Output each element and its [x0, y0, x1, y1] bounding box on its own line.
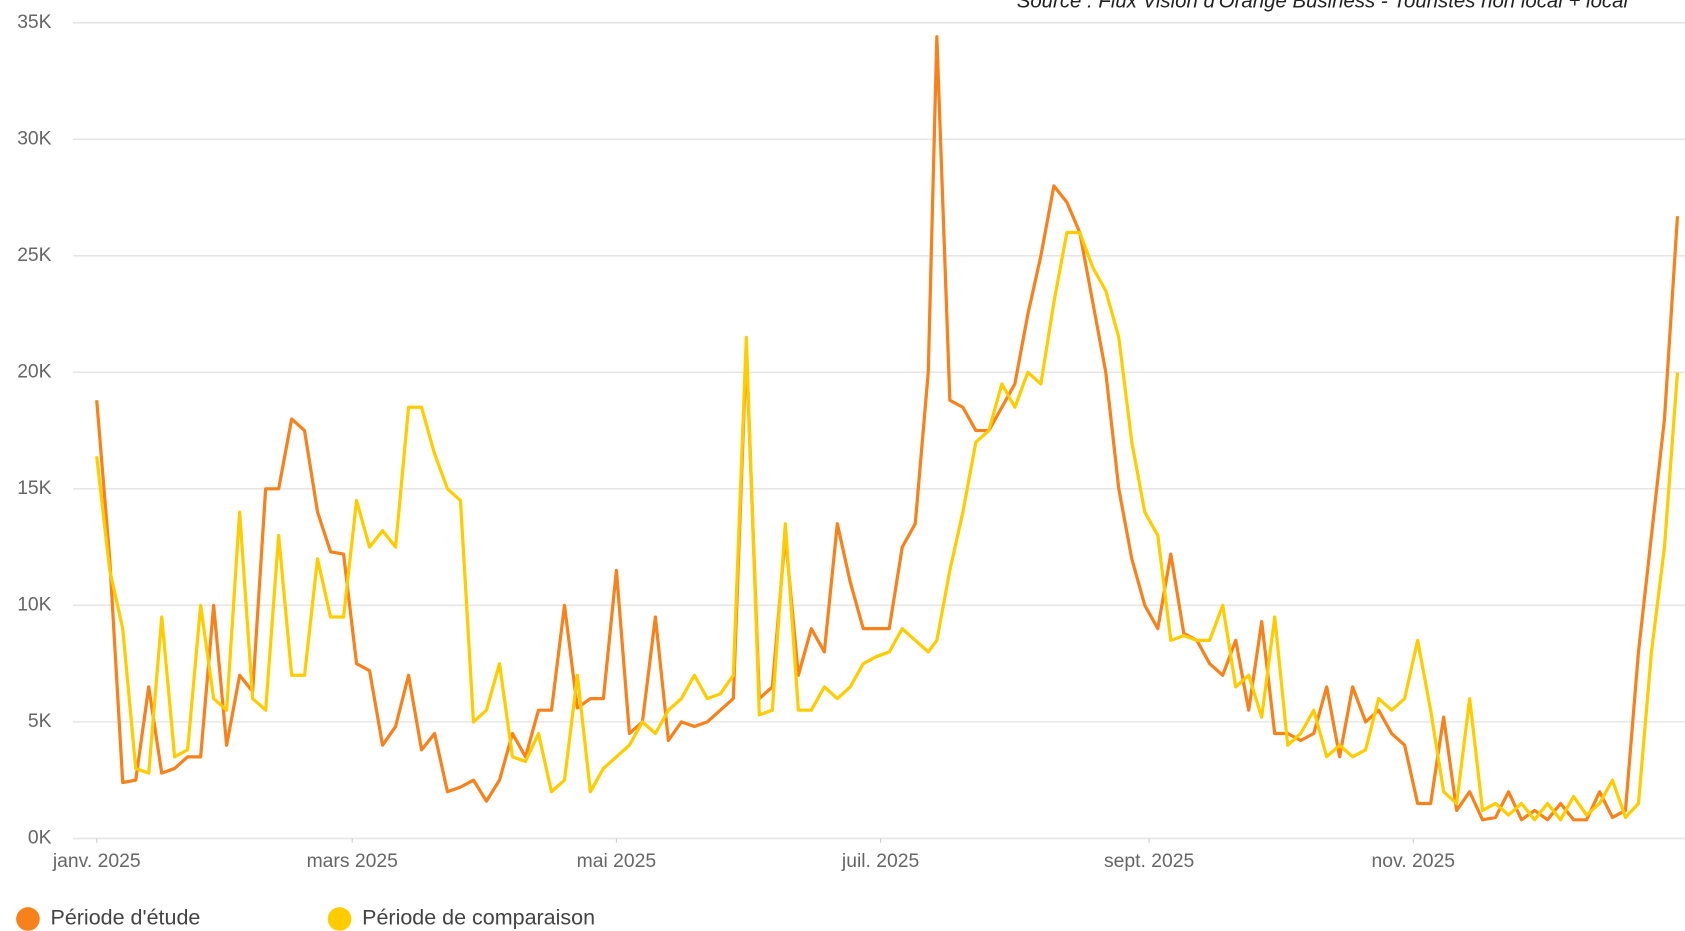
y-tick-label: 15K [17, 477, 51, 499]
legend-text: Période d'étude [51, 906, 201, 930]
legend-marker [16, 907, 40, 931]
source-note: Source : Flux Vision d'Orange Business -… [1017, 0, 1629, 13]
legend-marker [327, 907, 352, 931]
y-tick-label: 30K [17, 127, 51, 149]
y-tick-label: 5K [28, 710, 52, 732]
x-tick-label: mai 2025 [577, 850, 657, 872]
x-tick-label: nov. 2025 [1372, 850, 1455, 872]
x-tick-label: janv. 2025 [52, 850, 141, 872]
x-tick-label: sept. 2025 [1104, 850, 1194, 872]
y-tick-label: 35K [17, 11, 51, 33]
series-line [95, 35, 1680, 822]
series-line [95, 230, 1680, 822]
x-tick-label: mars 2025 [307, 850, 398, 872]
legend-text: Période de comparaison [362, 906, 595, 930]
y-tick-label: 20K [17, 360, 51, 382]
x-tick-label: juil. 2025 [841, 850, 919, 872]
y-tick-label: 0K [28, 827, 52, 849]
y-tick-label: 25K [17, 244, 51, 266]
y-tick-label: 10K [17, 593, 51, 615]
